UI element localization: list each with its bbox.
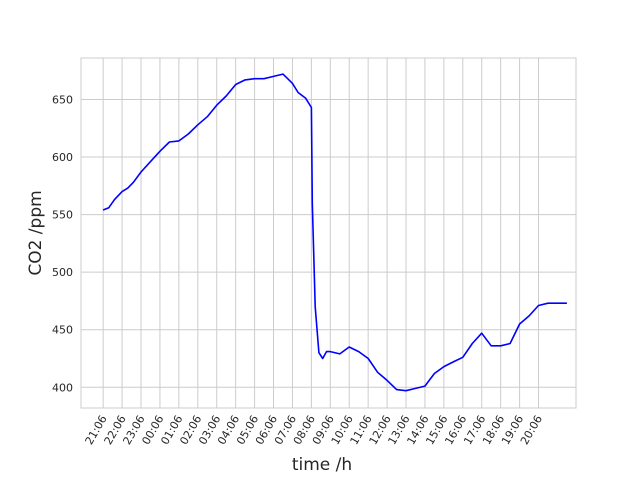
x-tick-labels: 21:0622:0623:0600:0601:0602:0603:0604:06… (83, 413, 545, 447)
y-tick-label: 450 (52, 324, 73, 337)
y-tick-label: 600 (52, 151, 73, 164)
co2-series-line (102, 73, 567, 392)
x-axis-title: time /h (292, 455, 352, 475)
series-group (102, 73, 567, 392)
y-tick-label: 550 (52, 209, 73, 222)
y-tick-labels: 400 450 500 550 600 650 (52, 93, 73, 394)
y-tick-label: 500 (52, 266, 73, 279)
y-tick-label: 400 (52, 381, 73, 394)
plot-area (80, 57, 577, 409)
y-axis-title: CO2 /ppm (26, 190, 46, 275)
y-tick-label: 650 (52, 93, 73, 106)
